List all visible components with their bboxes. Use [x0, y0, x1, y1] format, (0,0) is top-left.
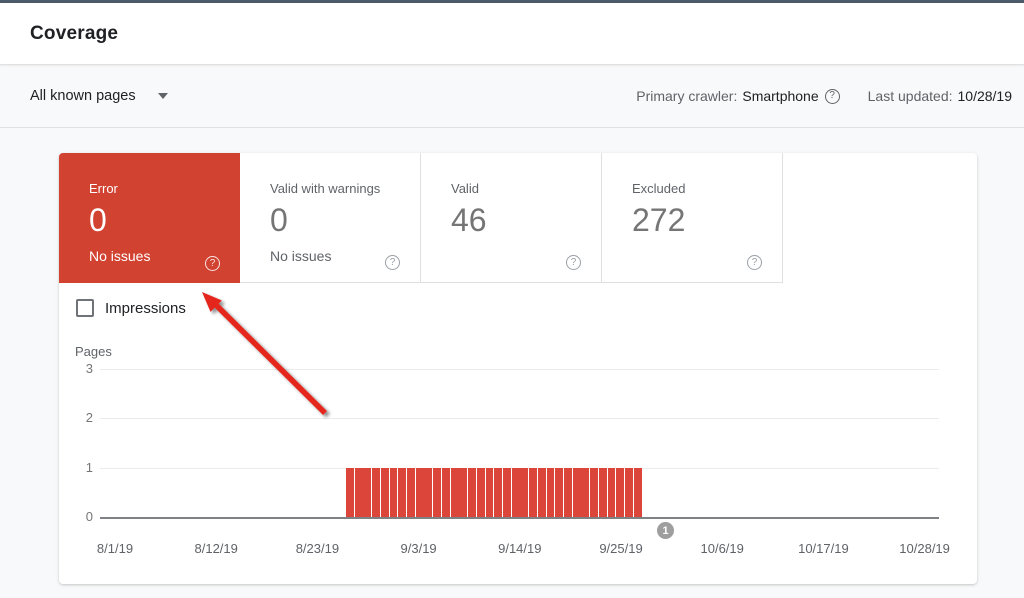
cards-filler: [783, 153, 966, 283]
gridline-y-0: [100, 517, 939, 519]
primary-crawler-value: Smartphone: [742, 88, 819, 104]
error-bar: [572, 468, 581, 517]
card-value: 0: [89, 202, 107, 238]
error-bar: [520, 468, 529, 517]
error-bar: [380, 468, 389, 517]
card-value: 46: [451, 202, 487, 238]
error-bar: [389, 468, 398, 517]
error-bar: [398, 468, 407, 517]
card-excluded[interactable]: Excluded 272 ?: [602, 153, 783, 283]
primary-crawler-label: Primary crawler:: [636, 88, 738, 104]
card-value: 0: [270, 202, 288, 238]
card-valid[interactable]: Valid 46 ?: [421, 153, 602, 283]
help-icon[interactable]: ?: [747, 255, 762, 270]
error-bar: [485, 468, 494, 517]
error-bar: [590, 468, 599, 517]
x-tick-label: 10/28/19: [899, 541, 950, 556]
page-header: Coverage: [0, 3, 1024, 65]
error-bar: [546, 468, 555, 517]
error-bar: [616, 468, 625, 517]
y-tick-label: 1: [85, 459, 93, 475]
error-bar: [633, 468, 642, 517]
error-bar: [529, 468, 537, 517]
card-subtext: No issues: [89, 248, 151, 264]
gridline-y-2: [100, 418, 939, 419]
x-tick-label: 10/17/19: [798, 541, 849, 556]
x-tick-label: 10/6/19: [700, 541, 744, 556]
card-subtext: No issues: [270, 248, 332, 264]
error-bar: [468, 468, 476, 517]
impressions-label: Impressions: [105, 299, 186, 317]
error-bar: [581, 468, 590, 517]
page-filter-label: All known pages: [30, 88, 136, 104]
help-icon[interactable]: ?: [566, 255, 581, 270]
card-error[interactable]: Error 0 No issues ?: [59, 153, 240, 283]
chevron-down-icon: [157, 93, 168, 99]
error-bar: [607, 468, 616, 517]
error-bar: [459, 468, 468, 517]
y-axis-title: Pages: [75, 344, 112, 359]
error-bar: [354, 468, 363, 517]
y-tick-label: 0: [85, 509, 93, 524]
card-value: 272: [632, 202, 686, 238]
error-bar: [555, 468, 564, 517]
gridline-y-3: [100, 368, 939, 370]
page-filter-dropdown[interactable]: All known pages: [30, 88, 168, 104]
error-bar: [424, 468, 433, 517]
impressions-checkbox[interactable]: [76, 299, 94, 317]
help-icon[interactable]: ?: [205, 256, 220, 271]
card-label: Valid: [451, 181, 479, 196]
last-updated-label: Last updated:: [867, 88, 953, 104]
status-cards-row: Error 0 No issues ? Valid with warnings …: [59, 153, 977, 283]
toolbar: All known pages Primary crawler: Smartph…: [0, 65, 1024, 128]
chart-annotation-marker[interactable]: 1: [657, 522, 674, 539]
card-label: Error: [89, 181, 118, 196]
error-bar: [476, 468, 485, 517]
error-bar: [372, 468, 381, 517]
error-bar: [598, 468, 607, 517]
error-bar: [502, 468, 511, 517]
card-valid-with-warnings[interactable]: Valid with warnings 0 No issues ?: [240, 153, 421, 283]
card-label: Excluded: [632, 181, 686, 196]
error-bar: [450, 468, 459, 517]
x-tick-label: 8/1/19: [96, 541, 134, 556]
error-bar: [494, 468, 503, 517]
error-bar: [564, 468, 572, 517]
x-tick-label: 9/14/19: [498, 541, 542, 556]
y-tick-label: 3: [85, 360, 93, 376]
help-icon[interactable]: ?: [824, 88, 840, 104]
toolbar-right: Primary crawler: Smartphone ? Last updat…: [636, 88, 1012, 104]
error-bar: [625, 468, 633, 517]
y-tick-label: 2: [85, 410, 93, 425]
last-updated-value: 10/28/19: [957, 88, 1013, 104]
error-bar: [511, 468, 520, 517]
error-bar: [433, 468, 442, 517]
x-tick-label: 9/3/19: [400, 541, 437, 556]
x-tick-label: 9/25/19: [599, 541, 643, 556]
help-icon[interactable]: ?: [385, 255, 400, 270]
error-bar: [346, 468, 354, 517]
page-title: Coverage: [30, 22, 119, 44]
x-tick-label: 8/12/19: [194, 541, 238, 556]
x-tick-label: 8/23/19: [295, 541, 340, 556]
error-bar: [415, 468, 424, 517]
card-label: Valid with warnings: [270, 181, 381, 196]
impressions-toggle[interactable]: Impressions: [76, 299, 186, 317]
top-accent-bar: [0, 0, 1024, 3]
error-bar: [537, 468, 546, 517]
error-bar: [441, 468, 450, 517]
error-bar: [363, 468, 372, 517]
error-bar: [407, 468, 415, 517]
coverage-report-panel: Error 0 No issues ? Valid with warnings …: [59, 153, 977, 584]
